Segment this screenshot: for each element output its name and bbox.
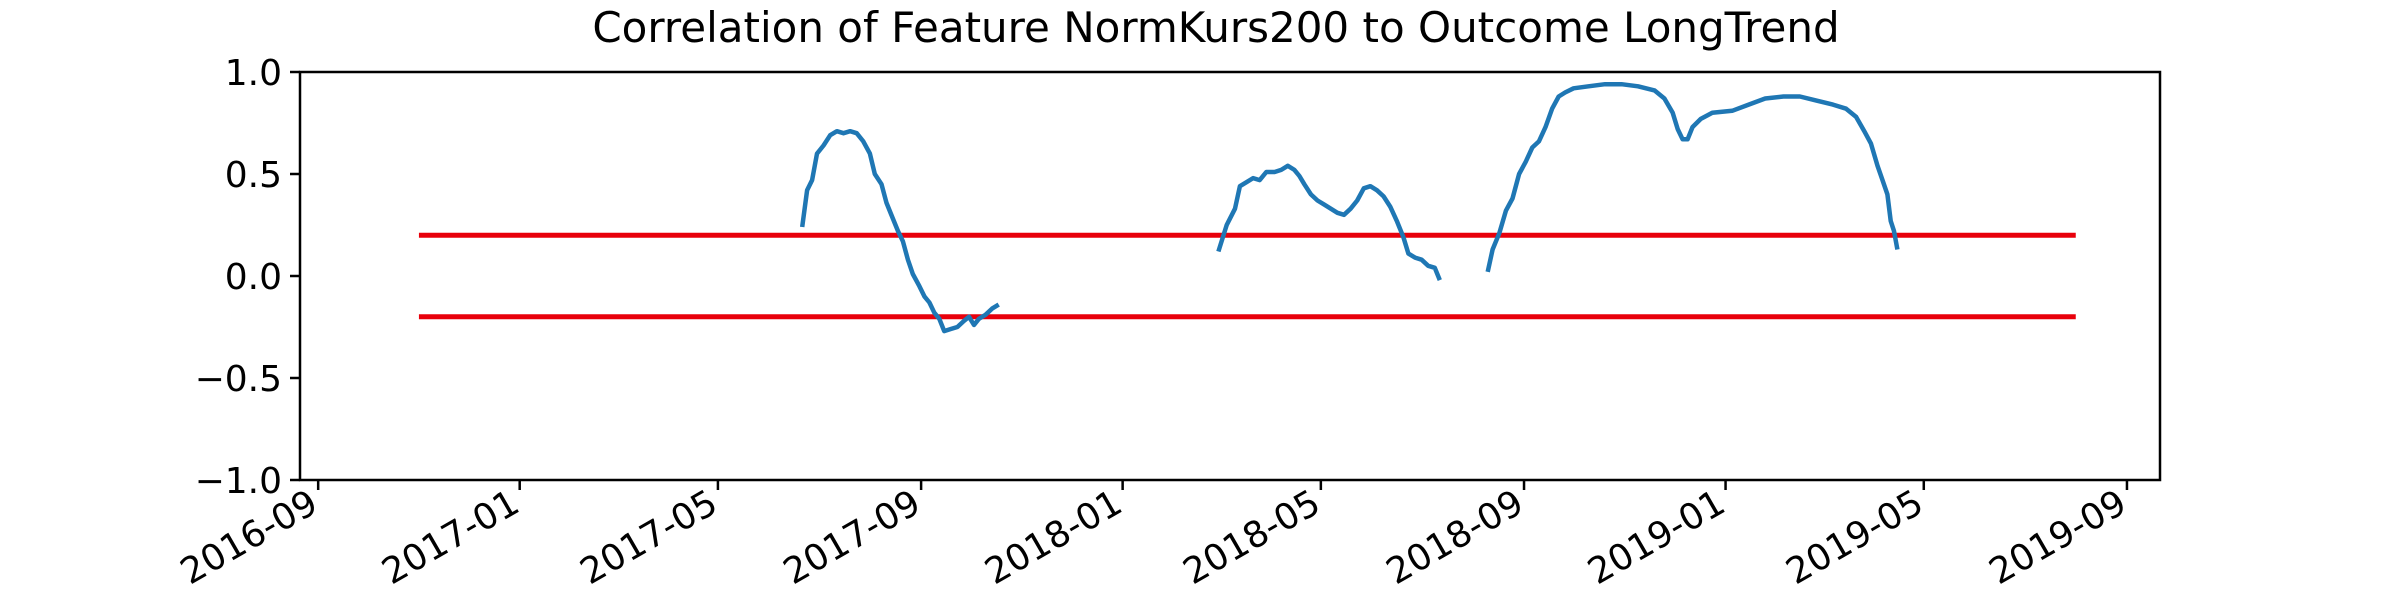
y-tick-label: 0.5 — [225, 155, 282, 196]
x-tick-label: 2017-05 — [574, 482, 725, 593]
x-tick-label: 2018-05 — [1177, 482, 1328, 593]
chart-title: Correlation of Feature NormKurs200 to Ou… — [592, 3, 1839, 52]
x-tick-label: 2018-09 — [1380, 482, 1531, 593]
series-line-segment-2 — [1216, 163, 1442, 281]
x-tick-label: 2018-01 — [978, 482, 1129, 593]
x-tick-label: 2017-01 — [375, 482, 526, 593]
x-tick-label: 2019-09 — [1983, 482, 2134, 593]
y-tick-label: 1.0 — [225, 53, 282, 94]
series-line-segment-1 — [799, 128, 1000, 334]
x-tick-label: 2019-01 — [1581, 482, 1732, 593]
y-tick-label: 0.0 — [225, 257, 282, 298]
series-line-segment-3 — [1485, 81, 1900, 273]
axes-frame — [298, 70, 2162, 482]
x-tick-label: 2017-09 — [777, 482, 928, 593]
y-tick-label: −0.5 — [195, 359, 282, 400]
y-tick-label: −1.0 — [195, 461, 282, 502]
x-tick-label: 2019-05 — [1780, 482, 1931, 593]
